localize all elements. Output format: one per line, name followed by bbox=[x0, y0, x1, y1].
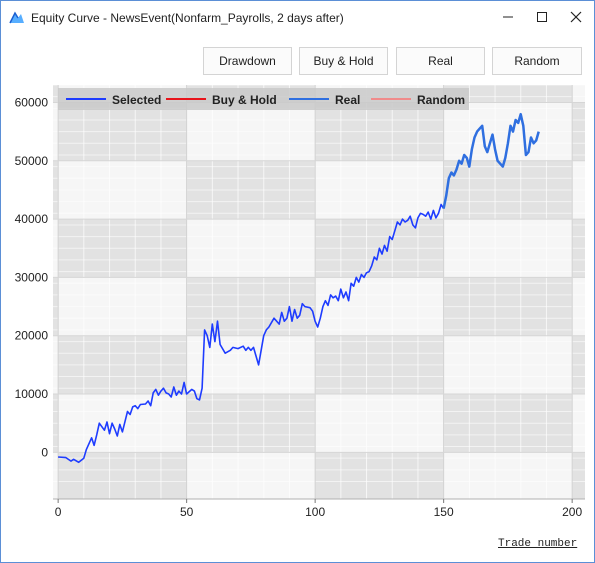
legend-label: Buy & Hold bbox=[212, 93, 277, 107]
buy-hold-button[interactable]: Buy & Hold bbox=[299, 47, 388, 75]
plot-band bbox=[443, 85, 573, 103]
minimize-icon bbox=[503, 16, 513, 18]
chart-app-icon bbox=[9, 10, 25, 24]
plot-band bbox=[58, 452, 187, 499]
y-tick-label: 10000 bbox=[15, 387, 49, 401]
y-tick-label: 0 bbox=[41, 445, 48, 459]
legend-label: Real bbox=[335, 93, 360, 107]
plot-band bbox=[315, 452, 444, 499]
legend-label: Selected bbox=[112, 93, 161, 107]
x-tick-label: 150 bbox=[434, 505, 454, 519]
plot-band bbox=[443, 452, 573, 499]
x-tick-label: 100 bbox=[305, 505, 325, 519]
x-tick-label: 50 bbox=[180, 505, 194, 519]
maximize-icon bbox=[537, 12, 547, 22]
x-tick-label: 200 bbox=[562, 505, 582, 519]
plot-band bbox=[572, 85, 585, 103]
legend-label: Random bbox=[417, 93, 465, 107]
plot-band bbox=[186, 452, 316, 499]
legend-box bbox=[58, 88, 469, 110]
close-icon bbox=[570, 11, 582, 23]
maximize-button[interactable] bbox=[525, 1, 559, 33]
plot-band bbox=[572, 452, 585, 499]
y-tick-label: 40000 bbox=[15, 212, 49, 226]
y-tick-label: 60000 bbox=[15, 95, 49, 109]
x-tick-label: 0 bbox=[55, 505, 62, 519]
window-title: Equity Curve - NewsEvent(Nonfarm_Payroll… bbox=[31, 11, 344, 25]
random-button[interactable]: Random bbox=[492, 47, 582, 75]
y-tick-label: 50000 bbox=[15, 154, 49, 168]
minimize-button[interactable] bbox=[491, 1, 525, 33]
close-button[interactable] bbox=[559, 1, 593, 33]
y-tick-label: 20000 bbox=[15, 329, 49, 343]
equity-chart[interactable]: 0 10000 20000 30000 40000 50000 60000 0 50 100 150… bbox=[2, 85, 594, 533]
x-axis-label: Trade number bbox=[498, 538, 578, 550]
series-line-selected bbox=[58, 203, 445, 464]
plot-band bbox=[53, 85, 59, 103]
plot-band bbox=[53, 452, 59, 499]
title-bar[interactable]: Equity Curve - NewsEvent(Nonfarm_Payroll… bbox=[1, 1, 594, 33]
series-line-real bbox=[442, 112, 540, 209]
drawdown-button[interactable]: Drawdown bbox=[203, 47, 292, 75]
y-tick-label: 30000 bbox=[15, 270, 49, 284]
real-button[interactable]: Real bbox=[396, 47, 485, 75]
